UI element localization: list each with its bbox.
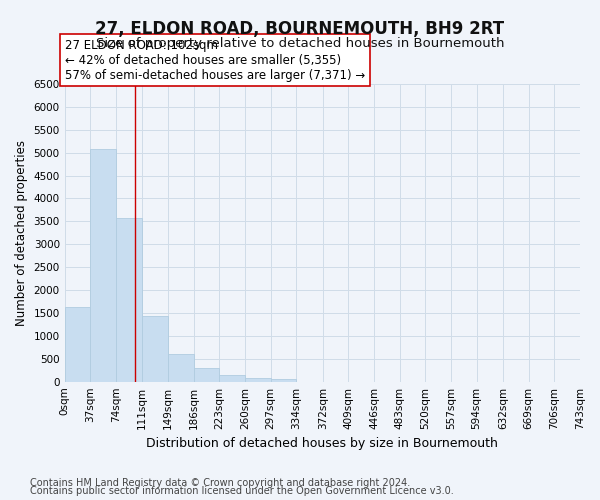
Text: Contains public sector information licensed under the Open Government Licence v3: Contains public sector information licen… [30, 486, 454, 496]
X-axis label: Distribution of detached houses by size in Bournemouth: Distribution of detached houses by size … [146, 437, 498, 450]
Bar [245, 378, 271, 382]
Bar [142, 316, 168, 382]
Bar [91, 149, 116, 382]
Bar [194, 368, 220, 382]
Bar [168, 354, 194, 382]
Y-axis label: Number of detached properties: Number of detached properties [15, 140, 28, 326]
Text: 27 ELDON ROAD: 102sqm
← 42% of detached houses are smaller (5,355)
57% of semi-d: 27 ELDON ROAD: 102sqm ← 42% of detached … [65, 38, 365, 82]
Bar [65, 306, 91, 382]
Bar [220, 374, 245, 382]
Text: Contains HM Land Registry data © Crown copyright and database right 2024.: Contains HM Land Registry data © Crown c… [30, 478, 410, 488]
Text: Size of property relative to detached houses in Bournemouth: Size of property relative to detached ho… [96, 38, 504, 51]
Bar [271, 380, 296, 382]
Text: 27, ELDON ROAD, BOURNEMOUTH, BH9 2RT: 27, ELDON ROAD, BOURNEMOUTH, BH9 2RT [95, 20, 505, 38]
Bar [116, 218, 142, 382]
